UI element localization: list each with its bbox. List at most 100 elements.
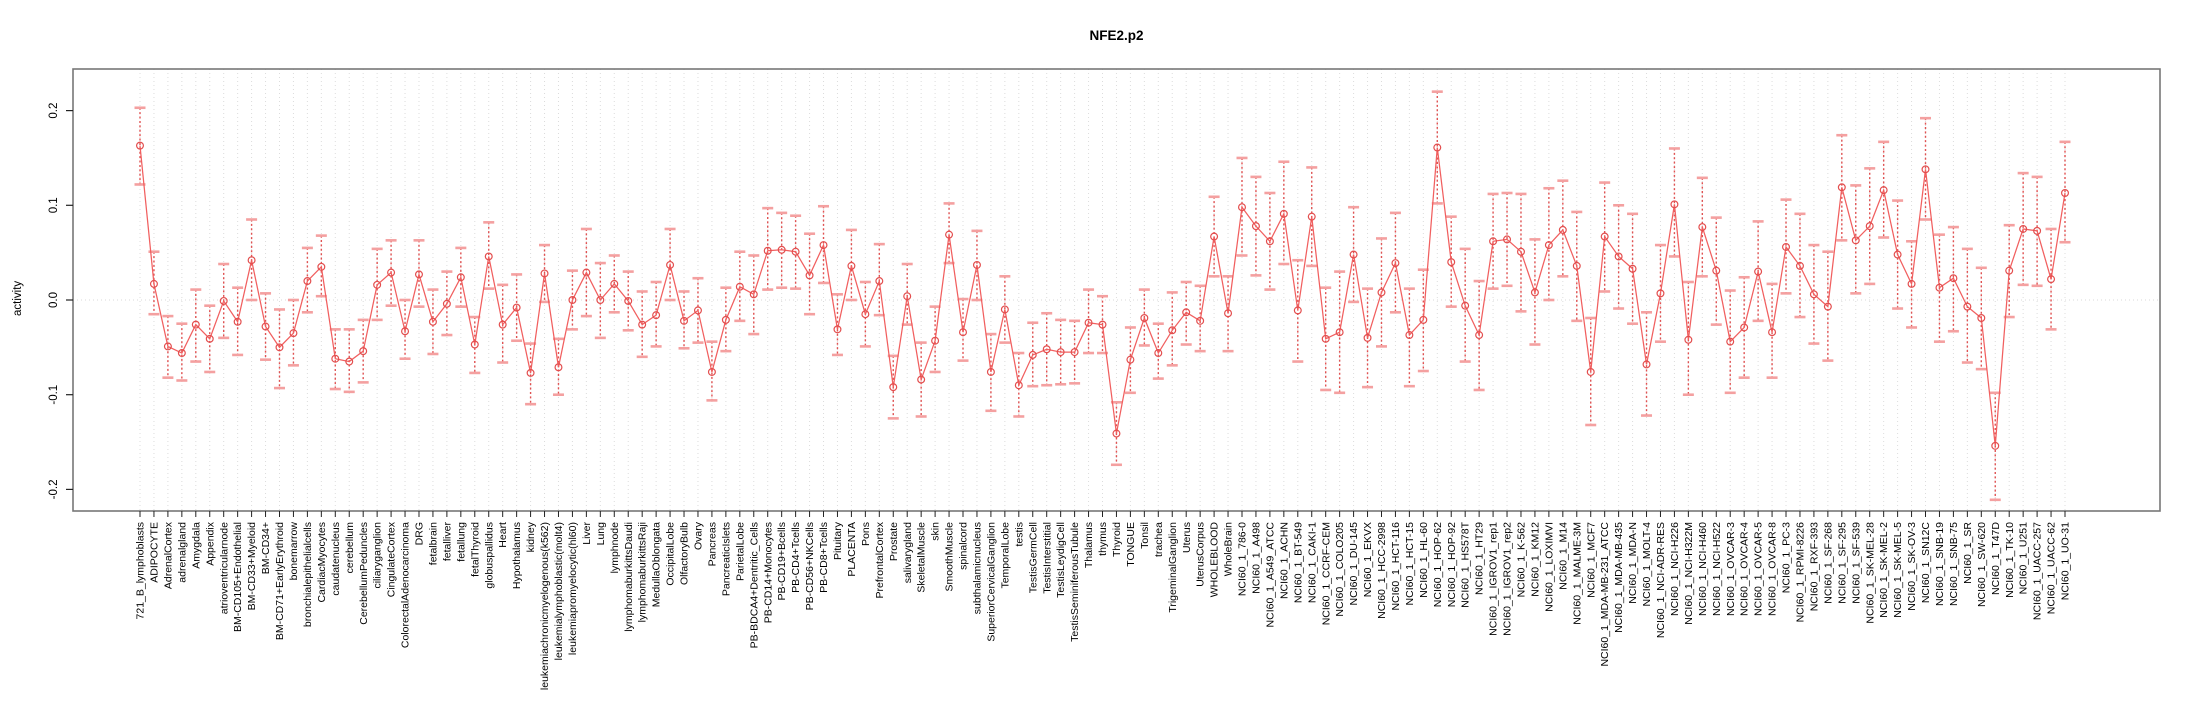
data-point (917, 375, 926, 384)
x-axis-label: NCI60_1_SN12C (1920, 522, 1932, 604)
data-point (1391, 259, 1400, 268)
x-axis-label: globuspallidus (483, 522, 495, 589)
data-point (1154, 349, 1163, 358)
x-axis-label: testis (1013, 522, 1025, 547)
x-axis-label: CingulateCortex (386, 521, 398, 597)
x-axis-label: PB-BDCA4+Dentritic_Cells (748, 522, 760, 648)
x-axis-label: NCI60_1_HCC-2998 (1376, 522, 1388, 619)
x-axis-label: ciliaryganglion (372, 522, 384, 589)
data-point (735, 282, 744, 291)
data-point (1196, 316, 1205, 325)
x-axis-label: NCI60_1_HL-60 (1418, 522, 1430, 598)
x-axis-label: WHOLEBLOOD (1209, 522, 1221, 598)
x-axis-label: PrefrontalCortex (874, 521, 886, 598)
x-axis-label: CerebellumPeduncles (358, 522, 370, 625)
y-axis-tick-label: 0.2 (48, 103, 60, 119)
data-point (1098, 320, 1107, 329)
x-axis-label: NCI60_1_A498 (1251, 522, 1263, 594)
data-point (2033, 226, 2042, 235)
data-point (1461, 301, 1470, 310)
x-axis-label: NCI60_1_MDA-N (1627, 522, 1639, 604)
data-point (136, 141, 145, 150)
x-axis-label: PB-CD56+NKCells (804, 522, 816, 610)
data-point (875, 277, 884, 286)
data-point (149, 279, 158, 288)
x-axis-label: NCI60_1_DU-145 (1348, 522, 1360, 606)
data-point (1963, 302, 1972, 311)
x-axis-label: NCI60_1_UACC-257 (2032, 522, 2044, 620)
x-axis-label: NCI60_1_OVCAR-3 (1725, 522, 1737, 616)
x-axis-label: NCI60_1_SNB-19 (1934, 522, 1946, 606)
data-point (1684, 335, 1693, 344)
x-axis-label: NCI60_1_T47D (1990, 522, 2002, 595)
data-point (889, 383, 898, 392)
x-axis-label: 721_B_lymphoblasts (135, 522, 147, 619)
data-point (289, 329, 298, 338)
data-point (1851, 236, 1860, 245)
x-axis-label: leukemiapromyelocytic(hl60) (567, 522, 579, 655)
x-axis-label: NCI60_1_COLO205 (1334, 522, 1346, 617)
x-axis-label: NCI60_1_NCI-H522 (1711, 522, 1723, 616)
data-point (1251, 222, 1260, 231)
x-axis-label: cerebellum (344, 522, 356, 574)
data-point (1210, 232, 1219, 241)
x-axis-label: fetalbrain (428, 522, 440, 565)
data-point (931, 336, 940, 345)
y-axis-tick-label: 0.0 (48, 292, 60, 308)
data-point (1865, 222, 1874, 231)
data-point (1307, 212, 1316, 221)
data-point (1056, 348, 1065, 357)
data-point (749, 290, 758, 299)
data-point (1991, 441, 2000, 450)
data-point (2019, 224, 2028, 233)
data-point (1935, 283, 1944, 292)
data-point (177, 349, 186, 358)
x-axis-label: NCI60_1_MDA-MB-231_ATCC (1599, 522, 1611, 667)
x-axis-label: kidney (525, 521, 537, 552)
x-axis-label: WholeBrain (1223, 522, 1235, 576)
x-axis-label: NCI60_1_NCI-H460 (1697, 522, 1709, 616)
x-axis-label: NCI60_1_SR (1962, 522, 1974, 584)
data-point (1572, 261, 1581, 270)
data-point (1112, 429, 1121, 438)
x-axis-label: NCI60_1_MOLT-4 (1641, 522, 1653, 607)
data-point (1377, 288, 1386, 297)
y-axis-tick-label: -0.2 (48, 479, 60, 499)
x-axis-label: NCI60_1_NCI-ADR-RES (1655, 522, 1667, 638)
x-axis-label: TONGUE (1125, 522, 1137, 567)
y-axis-tick-label: 0.1 (48, 197, 60, 213)
data-point (1544, 241, 1553, 250)
data-point (1084, 318, 1093, 327)
x-axis-label: fetalThyroid (469, 522, 481, 577)
x-axis-label: bonemarrow (288, 522, 300, 581)
x-axis-label: NCI60_1_BT-549 (1292, 522, 1304, 603)
x-axis-label: trachea (1153, 522, 1165, 557)
data-point (1405, 331, 1414, 340)
data-point (1921, 165, 1930, 174)
data-point (1475, 331, 1484, 340)
data-point (833, 325, 842, 334)
data-point (1014, 381, 1023, 390)
x-axis-label: PLACENTA (846, 522, 858, 577)
data-point (401, 327, 410, 336)
x-axis-label: Prostate (888, 522, 900, 561)
x-axis-label: NCI60_1_SK-MEL-28 (1864, 522, 1876, 624)
x-axis-label: NCI60_1_SW-620 (1976, 522, 1988, 607)
x-axis-label: NCI60_1_UACC-62 (2046, 522, 2058, 614)
data-point (1126, 355, 1135, 364)
data-point (1628, 264, 1637, 273)
x-axis-label: PB-CD14+Monocytes (762, 522, 774, 623)
data-point (1042, 345, 1051, 354)
data-point (1614, 252, 1623, 261)
x-axis-label: PancreaticIslets (720, 522, 732, 596)
x-axis-label: NCI60_1_M14 (1557, 522, 1569, 590)
data-point (652, 311, 661, 320)
x-axis-label: MedullaOblongata (651, 522, 663, 607)
data-point (1237, 203, 1246, 212)
data-point (1530, 288, 1539, 297)
data-point (777, 245, 786, 254)
data-point (1224, 309, 1233, 318)
x-axis-label: ParietalLobe (734, 522, 746, 581)
x-axis-label: leukemialymphoblastic(molt4) (553, 522, 565, 660)
